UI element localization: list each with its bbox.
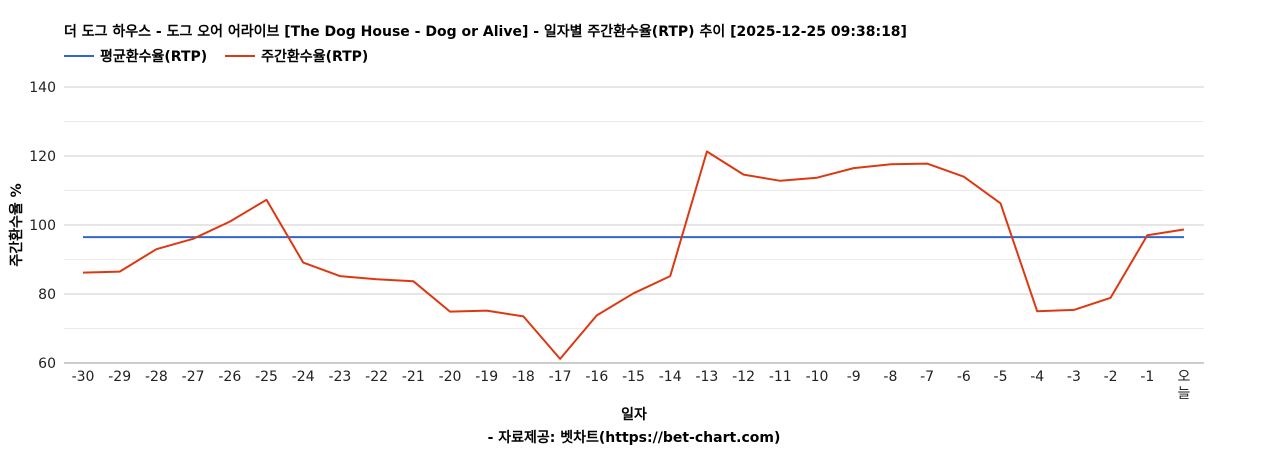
x-tick-label: -22 <box>365 369 388 385</box>
x-tick-label: -26 <box>218 369 241 385</box>
x-tick-label: -17 <box>549 369 572 385</box>
legend-swatch-weekly <box>225 55 256 57</box>
x-tick-label: -10 <box>806 369 829 385</box>
y-tick-label: 60 <box>38 356 56 372</box>
x-tick-label: -8 <box>883 369 897 385</box>
x-tick-label: -23 <box>328 369 351 385</box>
x-tick-label: -20 <box>439 369 462 385</box>
x-tick-label: -30 <box>72 369 95 385</box>
x-tick-label: -9 <box>847 369 861 385</box>
x-tick-label: -27 <box>182 369 205 385</box>
x-tick-label: -19 <box>475 369 498 385</box>
source-note: - 자료제공: 벳차트(https://bet-chart.com) <box>487 430 781 446</box>
legend-label-weekly: 주간환수율(RTP) <box>261 49 369 65</box>
x-tick-label: -18 <box>512 369 535 385</box>
y-tick-label: 100 <box>29 218 56 234</box>
legend: 평균환수율(RTP) 주간환수율(RTP) <box>64 46 368 66</box>
x-tick-label: -11 <box>769 369 792 385</box>
x-axis-title: 일자 <box>621 407 647 423</box>
x-tick-label: -14 <box>659 369 682 385</box>
legend-label-avg: 평균환수율(RTP) <box>100 49 208 65</box>
x-tick-label: -13 <box>695 369 718 385</box>
x-tick-label: -24 <box>292 369 315 385</box>
x-tick-label: -5 <box>994 369 1008 385</box>
legend-item-weekly[interactable]: 주간환수율(RTP) <box>225 46 368 66</box>
x-tick-label: -4 <box>1030 369 1044 385</box>
series-line-weekly <box>82 150 1185 360</box>
y-tick-label: 140 <box>29 80 56 96</box>
x-tick-label: -1 <box>1140 369 1154 385</box>
y-tick-label: 80 <box>38 287 56 303</box>
x-tick-label: 오 <box>1178 369 1191 385</box>
x-tick-label: -16 <box>585 369 608 385</box>
legend-item-avg[interactable]: 평균환수율(RTP) <box>64 46 207 66</box>
x-tick-label: -25 <box>255 369 278 385</box>
y-axis-title: 주간환수율 % <box>9 183 25 267</box>
chart-title: 더 도그 하우스 - 도그 오어 어라이브 [The Dog House - D… <box>64 24 907 40</box>
x-tick-label: -28 <box>145 369 168 385</box>
x-tick-label: -29 <box>108 369 131 385</box>
x-tick-label: -15 <box>622 369 645 385</box>
x-tick-label: -12 <box>732 369 755 385</box>
x-tick-label: 늘 <box>1178 386 1191 402</box>
y-tick-label: 120 <box>29 149 56 165</box>
legend-swatch-avg <box>64 55 94 57</box>
x-tick-label: -7 <box>920 369 934 385</box>
x-tick-label: -21 <box>402 369 425 385</box>
x-tick-label: -2 <box>1104 369 1118 385</box>
x-tick-label: -6 <box>957 369 971 385</box>
x-tick-label: -3 <box>1067 369 1081 385</box>
